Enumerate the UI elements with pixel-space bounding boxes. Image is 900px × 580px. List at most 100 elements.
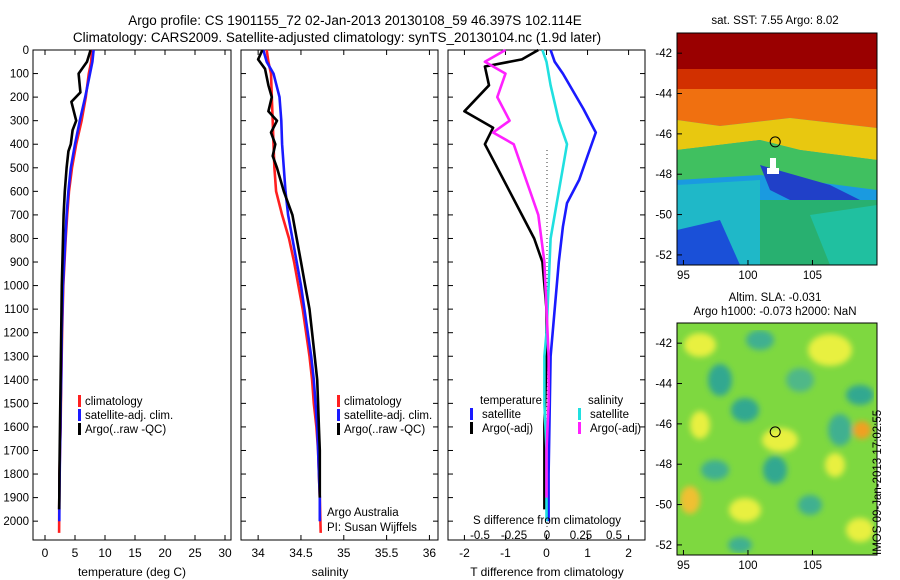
y-tick-label: 1600 [3,422,29,434]
lat-tick-label: -44 [655,89,672,101]
sst-map-panel: sat. SST: 7.55 Argo: 8.02 95 100 105 -42 -4… [655,15,878,282]
y-tick-label: 1900 [3,493,29,505]
salinity-legend: climatology satellite-adj. clim. Argo(..ra… [337,395,432,436]
y-tick-label: 400 [10,139,29,151]
legend-label: climatology [344,396,402,408]
sst-map-title: sat. SST: 7.55 Argo: 8.02 [711,15,838,27]
legend-label: Argo(-adj) [482,423,533,435]
sst-latitude-labels: -42 -44 -46 -48 -50 -52 [655,48,682,262]
y-tick-label: 1700 [3,445,29,457]
legend-swatch [470,408,473,420]
sla-map-panel: Altim. SLA: -0.031 Argo h1000: -0.073 h2… [655,292,878,572]
y-tick-label: 0 [23,45,29,57]
salinity-panel: 34 34.5 35 35.5 36 climatology satellite-adj.… [240,49,439,579]
y-tick-label: 100 [10,69,29,81]
legend-swatch [78,395,81,407]
s-tick-label: -0.25 [501,530,527,542]
argo-float-marker-2 [769,426,781,438]
profile-line [541,49,569,522]
sst-field [677,33,877,265]
lon-tick-label: 105 [803,560,822,572]
x-tick-label: -1 [500,546,511,560]
profile-line [57,49,92,510]
x-tick-label: 34.5 [289,546,313,560]
x-tick-label: 5 [72,546,79,560]
x-tick-label: 0 [543,546,550,560]
legend-swatch [78,409,81,421]
lat-tick-label: -52 [655,540,672,552]
difference-legend: temperature satellite Argo(-adj) salinity sa… [470,395,641,435]
lat-tick-label: -48 [655,169,672,181]
salinity-tick-labels: 34 34.5 35 35.5 36 [251,50,436,560]
sla-field [677,323,877,555]
y-tick-label: 1500 [3,398,29,410]
lat-tick-label: -50 [655,500,672,512]
y-tick-label: 600 [10,186,29,198]
argo-float-marker [769,136,781,148]
salinity-xlabel: salinity [312,565,349,579]
sla-longitude-labels: 95 100 105 [677,550,822,572]
lon-tick-label: 105 [803,270,822,282]
header-line1: Argo profile: CS 1901155_72 02-Jan-2013 … [128,13,582,28]
legend-label: satellite [482,409,521,421]
lat-tick-label: -42 [655,48,672,60]
profile-line [547,49,598,522]
sla-map-title: Altim. SLA: -0.031 [729,292,822,304]
legend-label: temperature [480,395,542,407]
s-difference-label: S difference from climatology [473,515,621,527]
lat-tick-label: -48 [655,459,672,471]
lat-tick-label: -46 [655,129,672,141]
legend-label: Argo(-adj) [590,423,641,435]
lat-tick-label: -44 [655,379,672,391]
header-line2: Climatology: CARS2009. Satellite-adjuste… [73,30,601,45]
profile-line [463,48,548,510]
x-tick-label: 10 [98,546,112,560]
legend-label: Argo(..raw -QC) [344,424,425,436]
sst-longitude-labels: 95 100 105 [677,260,822,282]
s-tick-label: 0.25 [570,530,592,542]
temperature-tick-labels: 0 5 10 15 20 25 30 [42,50,232,560]
lat-tick-label: -52 [655,250,672,262]
salinity-axes-box [240,49,439,541]
y-tick-label: 2000 [3,516,29,528]
difference-panel: -2 -1 0 1 2 -0.5 -0.25 0 0.25 0.5 temperature sat… [447,48,646,579]
lat-tick-label: -42 [655,338,672,350]
legend-swatch [337,409,340,421]
lon-tick-label: 100 [738,560,757,572]
y-tick-label: 200 [10,92,29,104]
legend-label: Argo(..raw -QC) [85,424,166,436]
s-difference-tick-labels: -0.5 -0.25 0 0.25 0.5 [470,530,622,542]
legend-swatch [78,423,81,435]
y-tick-label: 1000 [3,281,29,293]
x-tick-label: 34 [251,546,265,560]
temperature-legend: climatology satellite-adj. clim. Argo(..ra… [78,395,173,436]
y-tick-label: 800 [10,233,29,245]
y-tick-label: 700 [10,210,29,222]
profile-line [262,49,322,522]
y-tick-label: 900 [10,257,29,269]
profile-line [483,48,550,498]
x-tick-label: 30 [218,546,232,560]
y-tick-label: 300 [10,116,29,128]
temperature-panel: 0100200300400500600700800900100011001200… [3,45,232,579]
depth-tick-labels: 0 100 200 300 400 500 600 700 800 900 1000 1100 1200… [3,45,38,528]
x-tick-label: 35.5 [375,546,399,560]
legend-label: satellite [590,409,629,421]
y-tick-label: 1300 [3,351,29,363]
s-tick-label: 0.5 [606,530,622,542]
y-tick-label: 1100 [4,304,29,316]
sla-map-frame [676,322,878,556]
credit-line1: Argo Australia [327,507,399,519]
x-tick-label: 15 [128,546,142,560]
x-tick-label: 1 [584,546,591,560]
x-tick-label: 35 [337,546,351,560]
sla-map-subtitle: Argo h1000: -0.073 h2000: NaN [693,306,856,318]
profile-line [256,49,322,498]
s-tick-label: -0.5 [470,530,490,542]
x-tick-label: 0 [42,546,49,560]
y-tick-label: 1200 [3,328,29,340]
legend-swatch [578,422,581,434]
y-tick-label: 1800 [3,469,29,481]
x-tick-label: 25 [188,546,202,560]
